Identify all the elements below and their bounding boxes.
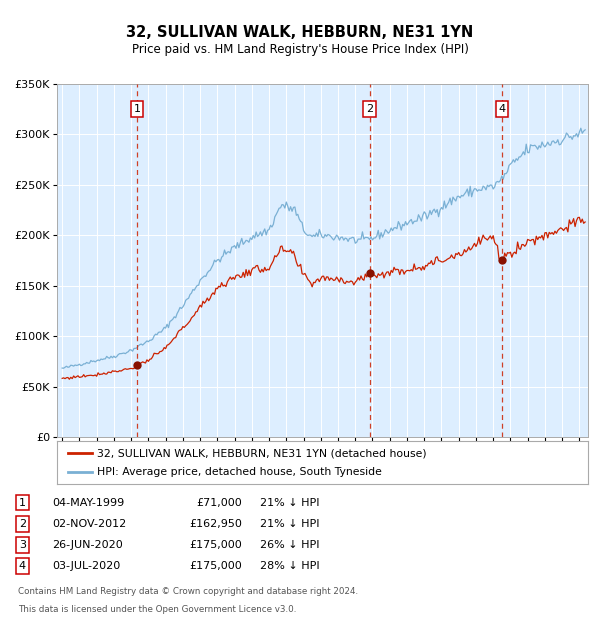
Text: Price paid vs. HM Land Registry's House Price Index (HPI): Price paid vs. HM Land Registry's House … (131, 43, 469, 56)
Text: 21% ↓ HPI: 21% ↓ HPI (260, 498, 319, 508)
Text: 21% ↓ HPI: 21% ↓ HPI (260, 519, 319, 529)
Text: £71,000: £71,000 (197, 498, 242, 508)
Text: This data is licensed under the Open Government Licence v3.0.: This data is licensed under the Open Gov… (18, 604, 296, 614)
Text: 32, SULLIVAN WALK, HEBBURN, NE31 1YN: 32, SULLIVAN WALK, HEBBURN, NE31 1YN (127, 25, 473, 40)
Text: 26-JUN-2020: 26-JUN-2020 (52, 540, 123, 550)
Text: £175,000: £175,000 (190, 561, 242, 571)
Text: 26% ↓ HPI: 26% ↓ HPI (260, 540, 319, 550)
Text: 1: 1 (133, 104, 140, 114)
Text: 03-JUL-2020: 03-JUL-2020 (52, 561, 121, 571)
Text: 1: 1 (19, 498, 26, 508)
Text: 28% ↓ HPI: 28% ↓ HPI (260, 561, 319, 571)
Text: £162,950: £162,950 (190, 519, 242, 529)
Text: 04-MAY-1999: 04-MAY-1999 (52, 498, 125, 508)
Text: 2: 2 (366, 104, 373, 114)
Text: 4: 4 (499, 104, 506, 114)
Text: Contains HM Land Registry data © Crown copyright and database right 2024.: Contains HM Land Registry data © Crown c… (18, 587, 358, 596)
Text: 02-NOV-2012: 02-NOV-2012 (52, 519, 127, 529)
Text: HPI: Average price, detached house, South Tyneside: HPI: Average price, detached house, Sout… (97, 467, 382, 477)
Text: 3: 3 (19, 540, 26, 550)
Text: 32, SULLIVAN WALK, HEBBURN, NE31 1YN (detached house): 32, SULLIVAN WALK, HEBBURN, NE31 1YN (de… (97, 448, 427, 458)
Text: 2: 2 (19, 519, 26, 529)
Text: £175,000: £175,000 (190, 540, 242, 550)
Text: 4: 4 (19, 561, 26, 571)
